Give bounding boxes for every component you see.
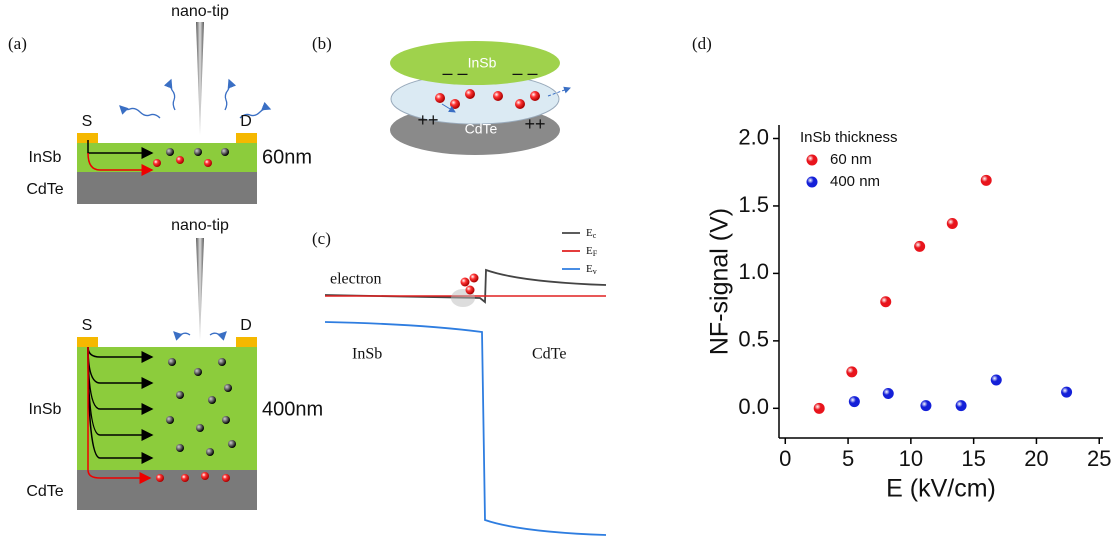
charge-label: ++ [417,110,438,130]
layer-label: InSb [29,149,62,166]
tip-label: nano-tip [171,3,229,20]
substrate-label: CdTe [26,181,63,198]
point [914,241,925,252]
point [846,366,857,377]
drain-pad [236,337,257,347]
point [991,374,1002,385]
panel-b: (b) InSb CdTe – – – – ++ ++ [312,34,570,155]
drain-pad [236,133,257,143]
thickness-label: 400nm [262,398,323,420]
carrier [466,286,475,295]
point [883,388,894,399]
subscript: v [593,267,597,276]
point [849,396,860,407]
panel-d: (d) 0.0 0.5 1.0 1.5 2.0 0 5 10 15 20 25 E (kV/cm) NF… [692,34,1111,503]
point [956,400,967,411]
y-axis-title: NF-signal (V) [706,208,734,355]
region-label: InSb [352,346,382,363]
charge-label: – – [512,63,537,83]
insb-layer [77,143,257,172]
legend-entry: Ec [586,227,597,240]
charge-label: ++ [524,114,545,134]
subscript: F [593,249,598,258]
legend-marker [807,177,818,188]
point [981,175,992,186]
point [947,218,958,229]
point [814,403,825,414]
y-tick-label: 1.0 [738,259,769,284]
panel-label: (a) [8,34,27,53]
legend-entry: Ev [586,263,597,276]
top-layer-label: InSb [468,55,497,71]
legend-entry: EF [586,245,598,258]
cdte-layer [77,470,257,510]
region-label: CdTe [532,346,566,363]
subscript: c [593,231,597,240]
source-label: S [82,317,93,334]
layer-label: InSb [29,401,62,418]
point [880,296,891,307]
drain-label: D [240,317,252,334]
nano-tip [196,22,204,135]
x-tick-label: 15 [961,446,985,471]
y-tick-label: 0.0 [738,394,769,419]
panel-c: (c) electron InSb CdTe Ec EF Ev [312,227,606,535]
x-tick-label: 25 [1087,446,1111,471]
legend-entry: 60 nm [830,151,872,168]
x-tick-label: 5 [842,446,854,471]
bottom-layer-label: CdTe [465,121,498,137]
substrate-label: CdTe [26,483,63,500]
panel-label: (c) [312,229,331,248]
charge-label: – – [442,63,467,83]
electron-label: electron [330,271,382,288]
legend-title: InSb thickness [800,129,898,146]
legend-marker [807,155,818,166]
panel-label: (b) [312,34,332,53]
y-tick-label: 0.5 [738,327,769,352]
y-tick-label: 1.5 [738,192,769,217]
thickness-label: 60nm [262,146,312,168]
drain-label: D [240,113,252,130]
cdte-layer [77,172,257,204]
tip-label: nano-tip [171,217,229,234]
y-tick-label: 2.0 [738,124,769,149]
carrier [470,274,479,283]
source-label: S [82,113,93,130]
nano-tip [196,238,204,340]
figure: (a) nano-tip S D InSb CdTe 60nm nano-tip [0,0,1119,538]
legend-entry: 400 nm [830,173,880,190]
panel-label: (d) [692,34,712,53]
point [920,400,931,411]
x-tick-label: 10 [899,446,923,471]
source-pad [77,337,98,347]
x-tick-label: 20 [1024,446,1048,471]
point [1061,387,1072,398]
panel-a: (a) nano-tip S D InSb CdTe 60nm nano-tip [8,3,323,510]
x-axis-title: E (kV/cm) [886,475,996,503]
carrier [461,278,470,287]
x-tick-label: 0 [779,446,791,471]
